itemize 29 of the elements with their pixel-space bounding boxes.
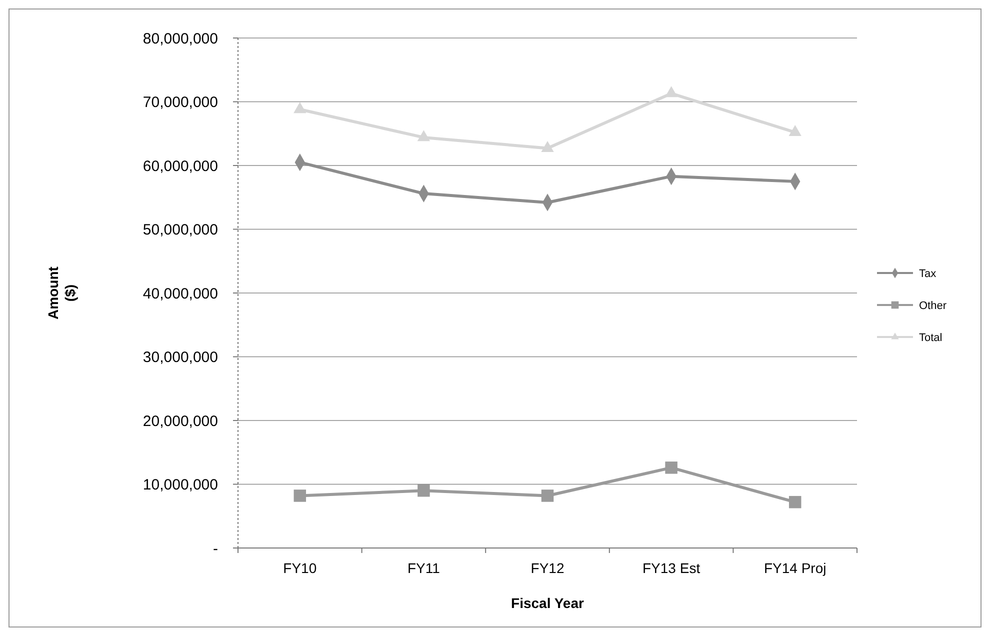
x-tick-label: FY13 Est xyxy=(642,560,700,576)
point xyxy=(664,86,678,98)
y-tick-label: 50,000,000 xyxy=(142,222,218,238)
point xyxy=(788,496,802,508)
point xyxy=(665,462,678,474)
x-tick-label: FY14 Proj xyxy=(764,560,826,576)
x-axis-title: Fiscal Year xyxy=(511,595,585,611)
point xyxy=(294,102,306,114)
point xyxy=(788,125,802,136)
point xyxy=(541,140,554,152)
x-tick-label: FY11 xyxy=(407,560,440,576)
x-tick-label: FY12 xyxy=(530,560,564,576)
x-tick-label: FY10 xyxy=(283,560,317,576)
legend-label: Other xyxy=(919,300,947,312)
y-tick-label: 10,000,000 xyxy=(142,476,218,494)
legend-label: Tax xyxy=(919,268,937,280)
point xyxy=(541,490,554,502)
y-tick-label: 20,000,000 xyxy=(142,412,218,430)
point xyxy=(417,130,430,142)
y-axis-title: Amount ($) xyxy=(45,266,78,320)
y-tick-label: 60,000,000 xyxy=(142,158,218,175)
y-tick-label: 40,000,000 xyxy=(142,285,218,302)
y-tick-label: - xyxy=(213,540,218,558)
point xyxy=(294,490,306,502)
y-tick-label: 80,000,000 xyxy=(142,30,218,48)
y-tick-label: 70,000,000 xyxy=(142,94,218,111)
legend-label: Total xyxy=(919,332,942,344)
point xyxy=(418,484,430,497)
y-tick-label: 30,000,000 xyxy=(142,349,218,366)
